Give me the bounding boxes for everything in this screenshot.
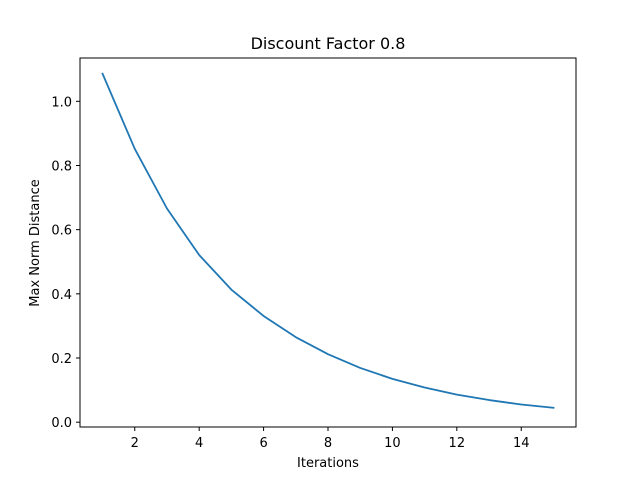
plot-area-frame bbox=[79, 57, 577, 428]
y-tick-label: 0.8 bbox=[51, 159, 72, 174]
x-tick-label: 14 bbox=[513, 436, 530, 451]
x-tick-label: 6 bbox=[259, 436, 267, 451]
y-tick-label: 0.2 bbox=[51, 352, 72, 367]
x-tick-label: 12 bbox=[449, 436, 466, 451]
x-tick-label: 2 bbox=[131, 436, 139, 451]
y-axis-ticks: 0.0 0.2 0.4 0.6 0.8 1.0 bbox=[51, 95, 80, 431]
y-tick-label: 0.6 bbox=[51, 224, 72, 239]
x-tick-label: 4 bbox=[195, 436, 203, 451]
x-tick-label: 8 bbox=[324, 436, 332, 451]
series-group bbox=[101, 72, 555, 409]
series-line bbox=[101, 72, 555, 409]
x-tick-label: 10 bbox=[384, 436, 401, 451]
x-axis-ticks: 2 4 6 8 10 12 14 bbox=[131, 427, 530, 451]
y-tick-label: 0.0 bbox=[51, 416, 72, 431]
y-tick-label: 1.0 bbox=[51, 95, 72, 110]
x-axis-title: Iterations bbox=[297, 456, 359, 471]
y-tick-label: 0.4 bbox=[51, 288, 72, 303]
chart-title: Discount Factor 0.8 bbox=[251, 34, 406, 53]
y-axis-title: Max Norm Distance bbox=[28, 179, 43, 306]
